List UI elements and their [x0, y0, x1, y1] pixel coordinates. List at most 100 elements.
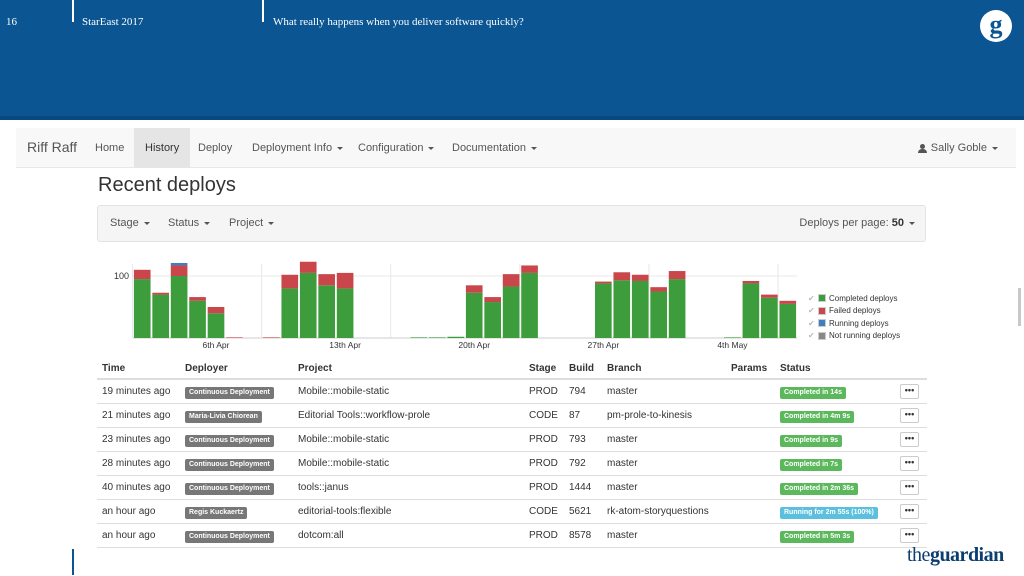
chart-bar-segment[interactable] [613, 280, 631, 338]
chart-bar-segment[interactable] [724, 337, 741, 338]
chart-bar-segment[interactable] [465, 292, 483, 338]
more-actions-button[interactable]: ••• [900, 432, 919, 447]
chart-bar-segment[interactable] [133, 269, 151, 280]
chart-bar-segment[interactable] [595, 281, 612, 284]
nav-deployment-info[interactable]: Deployment Info [244, 128, 351, 168]
chart-bar-segment[interactable] [761, 294, 778, 298]
header-build[interactable]: Build [569, 363, 594, 374]
chart-bar-segment[interactable] [318, 274, 335, 286]
chart-bar-segment[interactable] [484, 297, 501, 303]
scrollbar[interactable] [1018, 288, 1021, 326]
project-name[interactable]: Editorial Tools::workflow-prole [298, 410, 431, 421]
chart-bar-segment[interactable] [281, 288, 299, 338]
chart-bar-segment[interactable] [742, 283, 760, 338]
chart-bar-segment[interactable] [650, 287, 667, 292]
chart-bar-segment[interactable] [631, 280, 649, 338]
chart-bar-segment[interactable] [152, 294, 169, 338]
chart-bar-segment[interactable] [502, 274, 520, 287]
project-name[interactable]: Mobile::mobile-static [298, 434, 390, 445]
table-row[interactable]: 23 minutes ago Continuous Deployment Mobil… [97, 428, 927, 452]
header-params[interactable]: Params [731, 363, 768, 374]
chart-bar-segment[interactable] [189, 300, 206, 338]
chart-bar-segment[interactable] [299, 272, 317, 338]
chart-bar-segment[interactable] [263, 337, 280, 338]
table-row[interactable]: 40 minutes ago Continuous Deployment tools… [97, 476, 927, 500]
status-filter[interactable]: Status [168, 217, 211, 229]
header-branch[interactable]: Branch [607, 363, 642, 374]
chart-bar-segment[interactable] [668, 279, 686, 338]
chart-bar-segment[interactable] [779, 300, 797, 304]
header-deployer[interactable]: Deployer [185, 363, 228, 374]
legend-item[interactable]: ✔ Completed deploys [808, 292, 900, 305]
chart-bar-segment[interactable] [595, 283, 612, 338]
project-name[interactable]: dotcom:all [298, 530, 344, 541]
deployer-badge[interactable]: Continuous Deployment [185, 459, 274, 471]
per-page-selector[interactable]: Deploys per page: 50 [799, 217, 915, 229]
deployer-badge[interactable]: Continuous Deployment [185, 483, 274, 495]
project-name[interactable]: Mobile::mobile-static [298, 386, 390, 397]
chart-bar-segment[interactable] [207, 313, 225, 338]
project-filter[interactable]: Project [229, 217, 275, 229]
chart-bar-segment[interactable] [631, 274, 649, 281]
header-stage[interactable]: Stage [529, 363, 557, 374]
deployer-badge[interactable]: Continuous Deployment [185, 435, 274, 447]
legend-item[interactable]: ✔ Running deploys [808, 317, 900, 330]
more-actions-button[interactable]: ••• [900, 504, 919, 519]
chart-bar-segment[interactable] [226, 337, 243, 338]
chart-bar-segment[interactable] [133, 279, 151, 338]
more-actions-button[interactable]: ••• [900, 528, 919, 543]
nav-configuration[interactable]: Configuration [350, 128, 442, 168]
chart-bar-segment[interactable] [779, 303, 797, 338]
status-badge[interactable]: Running for 2m 55s (100%) [780, 507, 878, 519]
deployer-badge[interactable]: Maria-Livia Chiorean [185, 411, 262, 423]
more-actions-button[interactable]: ••• [900, 408, 919, 423]
deployer-badge[interactable]: Continuous Deployment [185, 531, 274, 543]
chart-bar-segment[interactable] [465, 285, 483, 293]
more-actions-button[interactable]: ••• [900, 384, 919, 399]
chart-bar-segment[interactable] [429, 337, 446, 338]
header-project[interactable]: Project [298, 363, 332, 374]
chart-bar-segment[interactable] [484, 302, 501, 338]
legend-item[interactable]: ✔ Failed deploys [808, 305, 900, 318]
chart-bar-segment[interactable] [521, 272, 538, 338]
user-menu[interactable]: Sally Goble [917, 128, 998, 168]
chart-bar-segment[interactable] [170, 262, 188, 266]
table-row[interactable]: 28 minutes ago Continuous Deployment Mobil… [97, 452, 927, 476]
deployer-badge[interactable]: Regis Kuckaertz [185, 507, 248, 519]
chart-bar-segment[interactable] [170, 276, 188, 338]
more-actions-button[interactable]: ••• [900, 480, 919, 495]
chart-bar-segment[interactable] [299, 261, 317, 273]
chart-bar-segment[interactable] [761, 297, 778, 338]
chart-bar-segment[interactable] [207, 307, 225, 314]
chart-bar-segment[interactable] [613, 272, 631, 281]
chart-bar-segment[interactable] [336, 272, 354, 289]
status-badge[interactable]: Completed in 7s [780, 459, 843, 471]
chart-bar-segment[interactable] [152, 292, 169, 295]
table-row[interactable]: 21 minutes ago Maria-Livia Chiorean Editor… [97, 404, 927, 428]
chart-bar-segment[interactable] [189, 297, 206, 301]
legend-item[interactable]: ✔ Not running deploys [808, 330, 900, 343]
table-row[interactable]: an hour ago Regis Kuckaertz editorial-tool… [97, 500, 927, 524]
header-time[interactable]: Time [102, 363, 126, 374]
status-badge[interactable]: Completed in 5m 3s [780, 531, 855, 543]
chart-bar-segment[interactable] [410, 337, 428, 338]
table-row[interactable]: an hour ago Continuous Deployment dotcom:a… [97, 524, 927, 548]
chart-bar-segment[interactable] [318, 285, 335, 338]
chart-bar-segment[interactable] [502, 286, 520, 338]
chart-bar-segment[interactable] [336, 288, 354, 338]
status-badge[interactable]: Completed in 9s [780, 435, 843, 447]
chart-bar-segment[interactable] [447, 336, 465, 338]
status-badge[interactable]: Completed in 2m 36s [780, 483, 859, 495]
project-name[interactable]: Mobile::mobile-static [298, 458, 390, 469]
stage-filter[interactable]: Stage [110, 217, 150, 229]
chart-bar-segment[interactable] [650, 291, 667, 339]
nav-documentation[interactable]: Documentation [444, 128, 545, 168]
status-badge[interactable]: Completed in 4m 9s [780, 411, 855, 423]
table-row[interactable]: 19 minutes ago Continuous Deployment Mobil… [97, 380, 927, 404]
more-actions-button[interactable]: ••• [900, 456, 919, 471]
chart-bar-segment[interactable] [521, 265, 538, 273]
app-brand[interactable]: Riff Raff [27, 139, 78, 155]
project-name[interactable]: tools::janus [298, 482, 349, 493]
header-status[interactable]: Status [780, 363, 811, 374]
chart-bar-segment[interactable] [668, 271, 686, 280]
